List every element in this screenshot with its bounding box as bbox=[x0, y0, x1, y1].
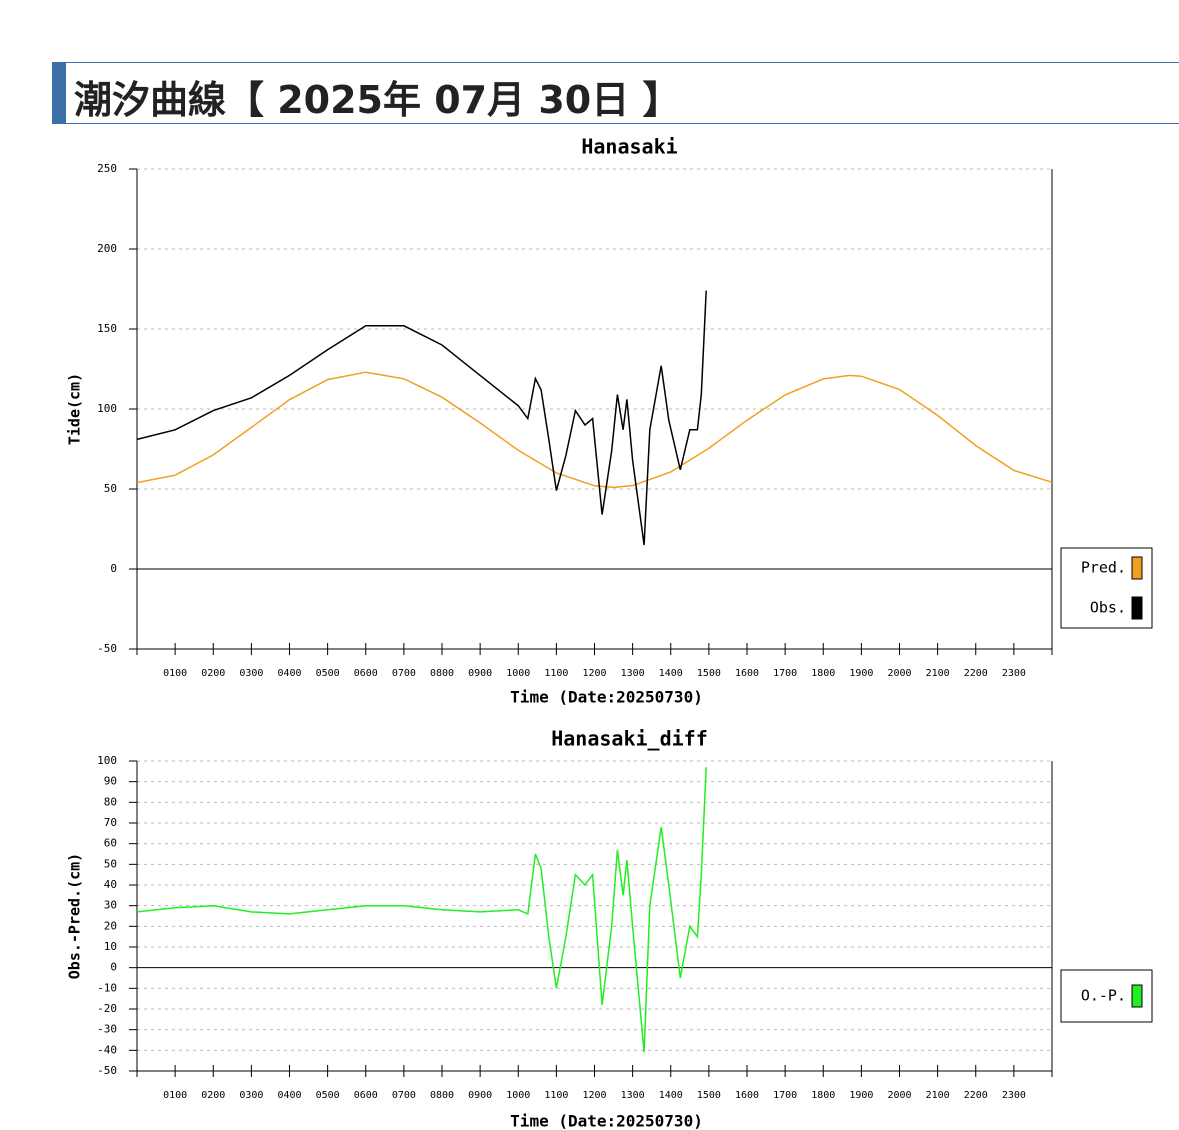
y-tick-label: 150 bbox=[97, 322, 117, 335]
x-tick-label: 1900 bbox=[849, 1090, 873, 1101]
header: 潮汐曲線【 2025年 07月 30日 】 bbox=[52, 62, 1179, 124]
legend-swatch bbox=[1131, 596, 1143, 620]
x-tick-label: 0300 bbox=[239, 1090, 263, 1101]
y-tick-label: -20 bbox=[97, 1002, 117, 1015]
x-tick-label: 1800 bbox=[811, 668, 835, 679]
x-tick-label: 2200 bbox=[964, 1090, 988, 1101]
y-tick-label: 200 bbox=[97, 242, 117, 255]
x-tick-label: 0200 bbox=[201, 1090, 225, 1101]
legend-swatch bbox=[1131, 984, 1143, 1008]
chart-title: Hanasaki bbox=[581, 135, 677, 159]
x-tick-label: 0600 bbox=[354, 668, 378, 679]
x-tick-label: 0800 bbox=[430, 668, 454, 679]
x-axis-label: Time (Date:20250730) bbox=[510, 1112, 703, 1130]
series-line bbox=[136, 290, 707, 546]
x-tick-label: 0100 bbox=[163, 668, 187, 679]
x-tick-label: 0600 bbox=[354, 1090, 378, 1101]
x-tick-label: 2300 bbox=[1002, 668, 1026, 679]
x-axis-label: Time (Date:20250730) bbox=[510, 688, 703, 707]
x-tick-label: 2000 bbox=[887, 668, 911, 679]
legend-label: O.-P. bbox=[1081, 987, 1126, 1005]
x-tick-label: 1900 bbox=[849, 668, 873, 679]
x-tick-label: 0200 bbox=[201, 668, 225, 679]
y-tick-label: 40 bbox=[104, 878, 117, 891]
y-tick-label: 50 bbox=[104, 857, 117, 870]
x-tick-label: 1200 bbox=[582, 1090, 606, 1101]
x-tick-label: 0500 bbox=[316, 668, 340, 679]
y-tick-label: 0 bbox=[110, 562, 117, 575]
x-tick-label: 0700 bbox=[392, 668, 416, 679]
y-tick-label: 100 bbox=[97, 754, 117, 767]
y-tick-label: 50 bbox=[104, 482, 117, 495]
y-tick-label: -10 bbox=[97, 981, 117, 994]
y-tick-label: 250 bbox=[97, 162, 117, 175]
x-tick-label: 1300 bbox=[621, 1090, 645, 1101]
x-tick-label: 1400 bbox=[659, 668, 683, 679]
legend-swatch bbox=[1131, 556, 1143, 580]
legend-label: Obs. bbox=[1090, 599, 1126, 617]
x-tick-label: 1100 bbox=[544, 668, 568, 679]
x-tick-label: 0400 bbox=[277, 1090, 301, 1101]
y-axis-label: Obs.-Pred.(cm) bbox=[66, 853, 84, 979]
y-tick-label: 70 bbox=[104, 816, 117, 829]
x-tick-label: 0400 bbox=[277, 668, 301, 679]
y-tick-label: 100 bbox=[97, 402, 117, 415]
x-tick-label: 0800 bbox=[430, 1090, 454, 1101]
x-tick-label: 2100 bbox=[926, 1090, 950, 1101]
y-tick-label: 0 bbox=[110, 961, 117, 974]
x-tick-label: 0500 bbox=[316, 1090, 340, 1101]
x-tick-label: 1500 bbox=[697, 668, 721, 679]
y-tick-label: -50 bbox=[97, 642, 117, 655]
y-tick-label: 30 bbox=[104, 899, 117, 912]
x-tick-label: 1800 bbox=[811, 1090, 835, 1101]
x-tick-label: 1500 bbox=[697, 1090, 721, 1101]
x-tick-label: 0900 bbox=[468, 668, 492, 679]
page-title: 潮汐曲線【 2025年 07月 30日 】 bbox=[74, 78, 681, 122]
y-axis-label: Tide(cm) bbox=[66, 373, 84, 445]
y-tick-label: -40 bbox=[97, 1043, 117, 1056]
x-tick-label: 2100 bbox=[926, 668, 950, 679]
x-tick-label: 1000 bbox=[506, 668, 530, 679]
y-tick-label: 20 bbox=[104, 919, 117, 932]
x-tick-label: 0300 bbox=[239, 668, 263, 679]
y-tick-label: -50 bbox=[97, 1064, 117, 1077]
series-line bbox=[136, 767, 707, 1053]
x-tick-label: 2000 bbox=[887, 1090, 911, 1101]
x-tick-label: 1200 bbox=[582, 668, 606, 679]
x-tick-label: 1300 bbox=[621, 668, 645, 679]
x-tick-label: 2300 bbox=[1002, 1090, 1026, 1101]
x-tick-label: 1000 bbox=[506, 1090, 530, 1101]
y-tick-label: 60 bbox=[104, 837, 117, 850]
series-line bbox=[136, 371, 1053, 489]
y-tick-label: -30 bbox=[97, 1023, 117, 1036]
x-tick-label: 0100 bbox=[163, 1090, 187, 1101]
x-tick-label: 0900 bbox=[468, 1090, 492, 1101]
legend-label: Pred. bbox=[1081, 559, 1126, 577]
x-tick-label: 1400 bbox=[659, 1090, 683, 1101]
x-tick-label: 1600 bbox=[735, 1090, 759, 1101]
x-tick-label: 1100 bbox=[544, 1090, 568, 1101]
y-tick-label: 80 bbox=[104, 795, 117, 808]
y-tick-label: 90 bbox=[104, 775, 117, 788]
x-tick-label: 1700 bbox=[773, 1090, 797, 1101]
x-tick-label: 1700 bbox=[773, 668, 797, 679]
x-tick-label: 0700 bbox=[392, 1090, 416, 1101]
chart-title: Hanasaki_diff bbox=[551, 727, 708, 751]
y-tick-label: 10 bbox=[104, 940, 117, 953]
x-tick-label: 1600 bbox=[735, 668, 759, 679]
x-tick-label: 2200 bbox=[964, 668, 988, 679]
